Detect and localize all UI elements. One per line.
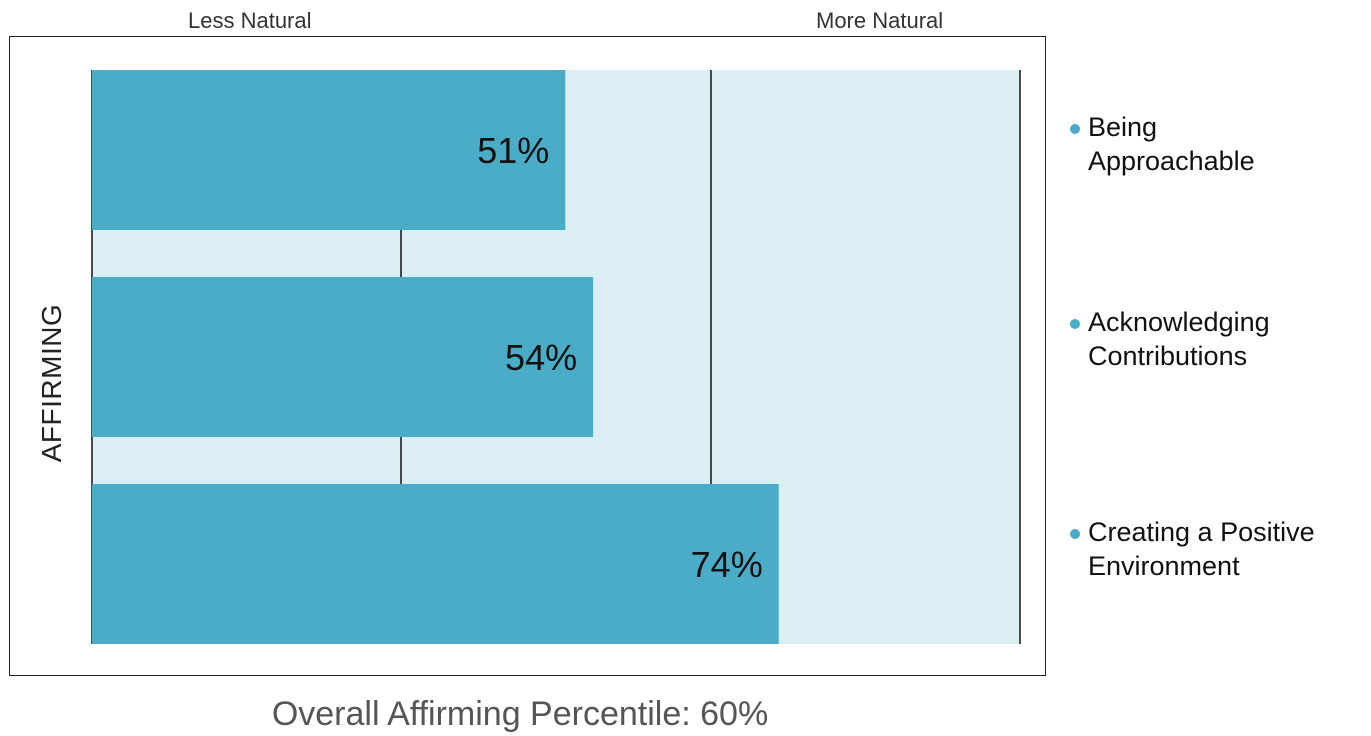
legend-item-acknowledging-contributions: Acknowledging Contributions [1070,305,1370,373]
bar-chart: 51% 54% 74% [91,70,1021,644]
bullet-dot-icon [1070,529,1080,539]
more-natural-label: More Natural [816,8,944,33]
bar-0 [92,70,566,230]
legend-line: Contributions [1088,341,1248,371]
legend-item-creating-positive-environment: Creating a Positive Environment [1070,515,1370,583]
bar-value-label-1: 54% [505,337,577,378]
legend-line: Creating a Positive [1088,517,1315,547]
bullet-dot-icon [1070,319,1080,329]
bar-2 [92,484,779,644]
bullet-dot-icon [1070,124,1080,134]
bar-value-label-0: 51% [477,130,549,171]
bar-1 [92,277,594,437]
legend-line: Acknowledging [1088,307,1270,337]
legend-item-being-approachable: Being Approachable [1070,110,1370,178]
legend-line: Being [1088,112,1158,142]
legend-line: Approachable [1088,146,1255,176]
bar-value-label-2: 74% [691,544,763,585]
y-axis-label: AFFIRMING [36,303,67,463]
less-natural-label: Less Natural [188,8,312,33]
overall-percentile-summary: Overall Affirming Percentile: 60% [271,695,769,733]
legend-line: Environment [1088,551,1240,581]
chart-frame: 51% 54% 74% AFFIRMING [9,36,1046,676]
